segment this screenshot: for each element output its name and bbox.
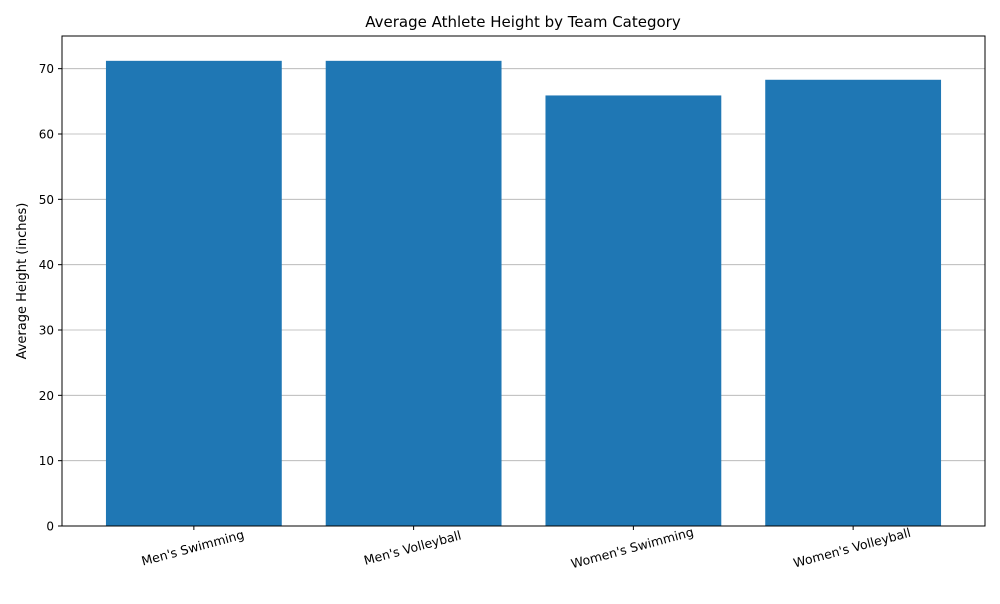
y-tick-label: 50 <box>39 193 54 207</box>
plot-frame <box>61 35 986 527</box>
y-tick-label: 20 <box>39 389 54 403</box>
x-tick-label: Women's Swimming <box>569 524 695 571</box>
y-axis-label: Average Height (inches) <box>15 203 30 360</box>
chart-title: Average Athlete Height by Team Category <box>365 13 681 31</box>
y-tick-label: 40 <box>39 258 54 272</box>
x-tick-label: Women's Volleyball <box>792 525 913 571</box>
y-axis: 0 10 20 30 40 50 60 70 <box>39 62 62 534</box>
x-axis: Men's Swimming Men's Volleyball Women's Sw… <box>140 524 913 571</box>
y-tick-label: 30 <box>39 324 54 338</box>
bar <box>105 60 282 527</box>
y-tick-label: 0 <box>46 520 54 534</box>
bar <box>765 79 942 527</box>
bar <box>545 95 722 526</box>
x-tick-label: Men's Volleyball <box>362 527 463 567</box>
y-tick-label: 70 <box>39 62 54 76</box>
x-tick-label: Men's Swimming <box>140 527 246 569</box>
bars <box>105 60 942 527</box>
y-tick-label: 60 <box>39 128 54 142</box>
bar <box>325 60 502 527</box>
y-tick-label: 10 <box>39 454 54 468</box>
